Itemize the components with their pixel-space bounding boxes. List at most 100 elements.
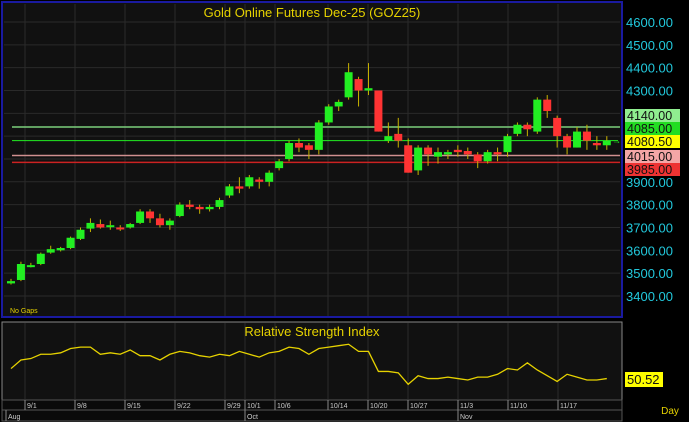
candle-down (116, 227, 125, 230)
candle-down (493, 152, 502, 155)
price-level-badge (625, 150, 680, 163)
y-tick-label: 4400.00 (626, 61, 673, 76)
price-panel (1, 1, 623, 318)
candle-down (146, 211, 155, 219)
candle-down (195, 206, 204, 210)
candle-up (334, 101, 343, 107)
candle-up (245, 177, 254, 187)
candle-up (573, 131, 582, 148)
price-level-label: 4015.00 (627, 150, 672, 164)
candle-up (414, 147, 423, 171)
rsi-value-badge (625, 372, 663, 387)
candle-up (324, 106, 333, 123)
candle-up (225, 186, 234, 196)
candle-down (294, 142, 303, 148)
candle-up (86, 222, 95, 229)
month-label: Aug (8, 414, 21, 421)
candle-up (433, 152, 442, 157)
y-tick-label: 4300.00 (626, 83, 673, 98)
candle-up (503, 136, 512, 153)
candle-up (46, 249, 55, 253)
x-tick-label: 10/14 (330, 403, 348, 410)
candle-up (285, 142, 294, 159)
price-level-label: 4085.00 (627, 122, 672, 136)
candle-down (473, 154, 482, 162)
x-axis-band (1, 399, 623, 411)
candle-down (463, 150, 472, 155)
month-axis-band (1, 409, 623, 422)
y-tick-label: 3800.00 (626, 198, 673, 213)
rsi-title: Relative Strength Index (244, 324, 380, 339)
candle-up (136, 211, 145, 223)
x-tick-label: 9/22 (177, 403, 191, 410)
candle-up (175, 204, 184, 217)
price-chart-title: Gold Online Futures Dec-25 (GOZ25) (204, 5, 421, 20)
price-level-badge (625, 135, 680, 148)
candle-down (155, 218, 164, 226)
candle-up (314, 122, 323, 150)
x-tick-label: 9/15 (127, 403, 141, 410)
price-level-badge (625, 163, 680, 176)
candle-up (483, 152, 492, 162)
x-tick-label: 10/27 (410, 403, 428, 410)
period-label: Day (661, 406, 679, 417)
candle-up (76, 229, 85, 239)
candle-up (36, 253, 45, 264)
x-tick-label: 10/6 (277, 403, 291, 410)
candle-down (453, 149, 462, 153)
candle-down (424, 147, 433, 155)
x-tick-label: 9/1 (27, 403, 37, 410)
rsi-value-label: 50.52 (627, 372, 660, 387)
candle-down (235, 186, 244, 189)
month-label: Oct (247, 414, 258, 421)
candle-down (185, 204, 194, 207)
y-tick-label: 4500.00 (626, 38, 673, 53)
price-level-label: 4080.50 (627, 135, 672, 149)
candle-up (602, 140, 611, 146)
y-tick-label: 3600.00 (626, 243, 673, 258)
candle-up (26, 265, 35, 268)
candle-up (56, 248, 65, 251)
x-tick-label: 10/1 (247, 403, 261, 410)
candle-up (7, 281, 15, 284)
x-tick-label: 11/10 (510, 403, 527, 410)
x-tick-label: 9/29 (227, 403, 241, 410)
rsi-line (10, 343, 607, 386)
candle-down (354, 79, 363, 91)
month-label: Nov (460, 414, 473, 421)
candle-up (66, 237, 75, 249)
candle-up (16, 263, 25, 280)
price-level-badge (625, 109, 680, 122)
candle-down (592, 142, 601, 146)
candle-down (394, 133, 403, 141)
candle-down (304, 145, 313, 150)
candle-up (106, 225, 115, 228)
candle-up (265, 172, 274, 182)
candle-up (364, 88, 373, 91)
y-tick-label: 3400.00 (626, 289, 673, 304)
candle-down (523, 124, 532, 130)
candle-down (374, 90, 383, 132)
candle-up (275, 161, 284, 169)
candle-up (165, 220, 174, 226)
candle-up (384, 136, 393, 141)
x-tick-label: 10/20 (370, 403, 388, 410)
current-price-arrow: → (612, 136, 621, 146)
candle-down (96, 224, 105, 228)
y-tick-label: 3700.00 (626, 220, 673, 235)
candle-up (533, 99, 542, 132)
candle-up (344, 72, 353, 98)
candle-up (443, 152, 452, 155)
price-level-label: 4140.00 (627, 109, 672, 123)
candle-up (513, 124, 522, 134)
rsi-panel (1, 321, 623, 401)
x-tick-label: 11/3 (460, 403, 473, 410)
y-tick-label: 3900.00 (626, 175, 673, 190)
y-tick-label: 4600.00 (626, 15, 673, 30)
y-tick-label: 3500.00 (626, 266, 673, 281)
candle-down (255, 179, 264, 182)
price-level-label: 3985.00 (627, 163, 672, 177)
candle-down (543, 99, 552, 112)
